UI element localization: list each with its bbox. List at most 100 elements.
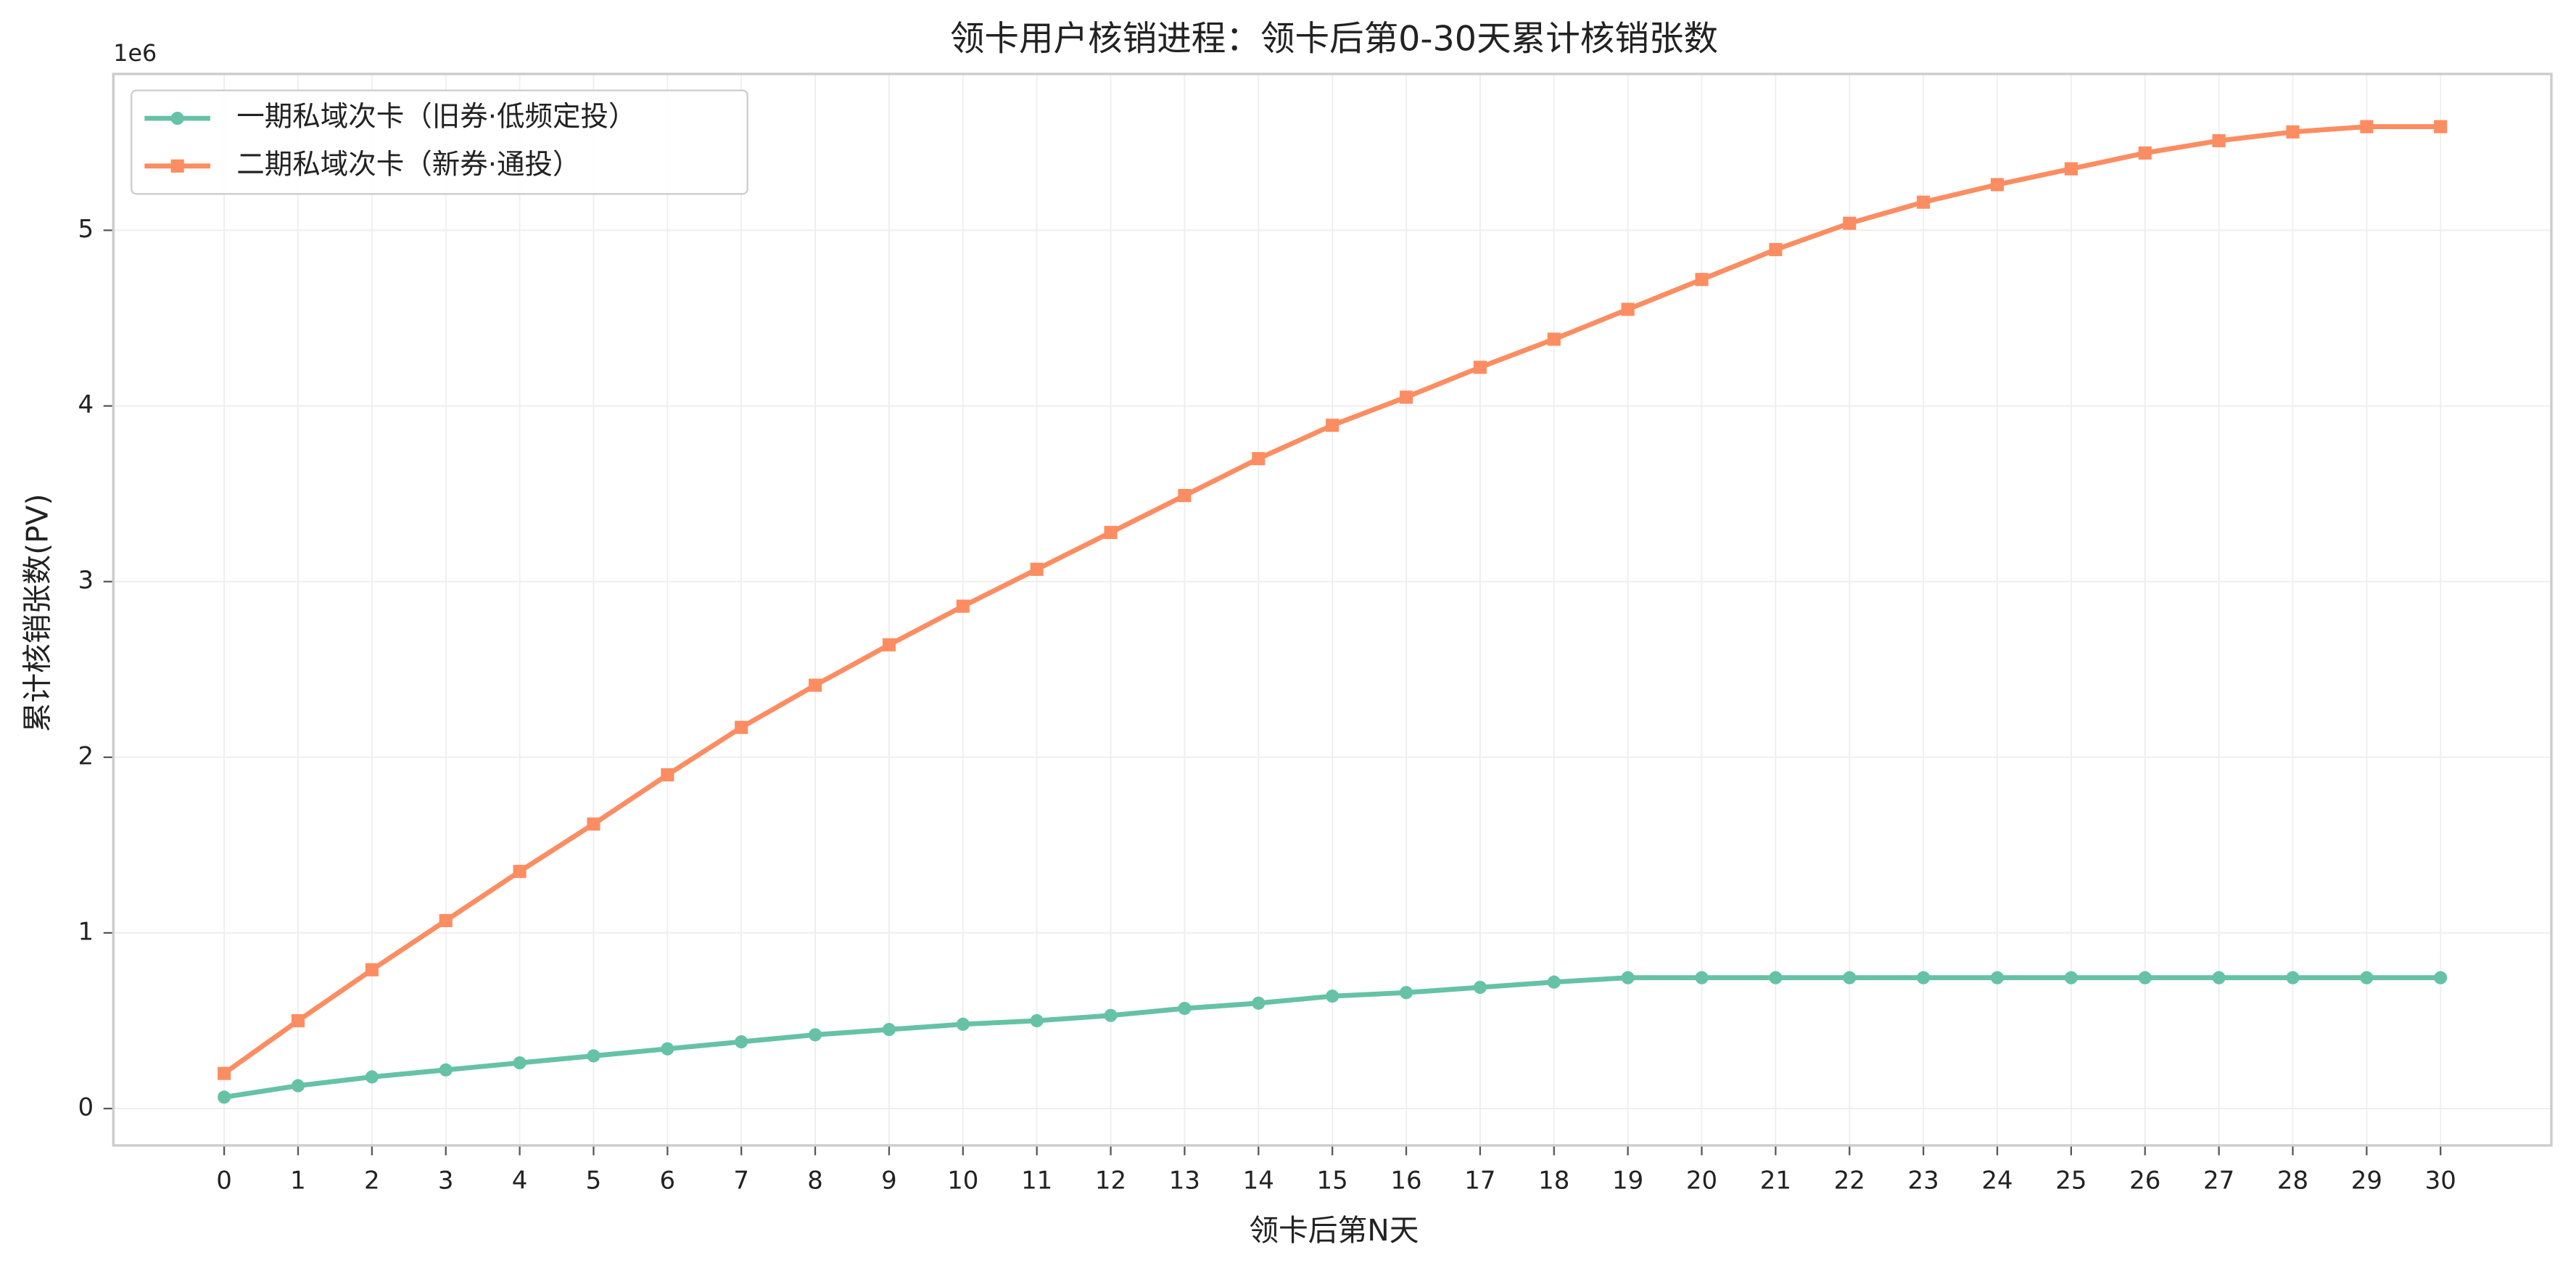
marker [218,1090,231,1104]
legend-box [131,89,748,195]
marker [2138,971,2152,984]
x-tick-label: 17 [1464,1166,1495,1195]
marker [218,1066,231,1080]
x-tick-label: 16 [1390,1166,1421,1195]
x-tick-label: 11 [1021,1166,1052,1195]
marker [1917,195,1931,209]
marker [809,1028,822,1042]
x-tick-label: 21 [1760,1166,1791,1195]
legend-label: 二期私域次卡（新券·通投） [236,148,580,181]
marker [2138,146,2152,160]
marker [882,1023,896,1037]
x-tick-label: 4 [512,1166,528,1195]
y-tick-label: 3 [78,566,94,595]
marker [1621,971,1635,984]
marker [365,963,379,976]
marker [587,1049,600,1063]
x-tick-label: 8 [807,1166,823,1195]
marker [1990,178,2005,192]
x-tick-label: 26 [2129,1166,2160,1195]
x-tick-label: 1 [290,1166,306,1195]
marker [1769,243,1783,257]
marker [1178,1002,1192,1016]
marker [1030,562,1044,576]
legend-marker [170,159,184,173]
x-axis-label: 领卡后第N天 [1249,1213,1419,1248]
marker [1104,1008,1118,1022]
marker [2212,971,2226,984]
marker [513,865,527,879]
marker [587,817,600,831]
marker [1621,303,1635,316]
marker [1843,216,1857,230]
x-tick-label: 13 [1169,1166,1200,1195]
x-tick-label: 24 [1981,1166,2012,1195]
marker [1252,452,1266,466]
y-tick-label: 1 [78,917,94,946]
marker [1769,971,1783,984]
x-tick-label: 10 [947,1166,978,1195]
marker [365,1070,379,1084]
marker [2434,120,2448,133]
marker [2434,971,2448,984]
marker [439,1063,453,1077]
marker [1399,986,1413,1000]
y-offset-label: 1e6 [113,41,157,67]
y-tick-label: 2 [78,741,94,770]
marker [2064,162,2078,176]
marker [1326,419,1339,432]
y-tick-label: 5 [78,215,94,244]
x-tick-label: 15 [1317,1166,1348,1195]
x-tick-label: 27 [2203,1166,2234,1195]
marker [882,638,896,651]
y-axis-label: 累计核销张数(PV) [20,494,54,733]
marker [2212,133,2226,148]
marker [1990,971,2005,984]
x-tick-label: 5 [586,1166,602,1195]
marker [956,1017,970,1031]
x-tick-label: 18 [1538,1166,1569,1195]
marker [291,1013,305,1028]
marker [1473,361,1487,374]
marker [291,1079,305,1093]
x-tick-label: 9 [881,1166,897,1195]
x-tick-label: 12 [1095,1166,1126,1195]
marker [661,768,674,782]
y-tick-label: 0 [78,1093,94,1122]
marker [661,1042,674,1056]
marker [1178,488,1192,503]
x-tick-label: 3 [438,1166,454,1195]
marker [513,1056,527,1070]
x-tick-label: 0 [216,1166,232,1195]
marker [735,720,748,734]
x-tick-label: 19 [1612,1166,1643,1195]
marker [2360,971,2374,984]
x-tick-label: 23 [1908,1166,1939,1195]
marker [1399,390,1413,404]
x-tick-label: 22 [1834,1166,1865,1195]
marker [2064,971,2078,984]
x-tick-label: 6 [660,1166,676,1195]
x-tick-label: 29 [2351,1166,2382,1195]
marker [1547,975,1561,989]
legend-marker [170,112,184,126]
marker [1695,273,1709,287]
marker [956,599,970,613]
marker [1843,971,1857,984]
x-tick-label: 28 [2277,1166,2308,1195]
marker [1917,971,1931,984]
x-tick-label: 2 [364,1166,380,1195]
marker [2360,120,2374,133]
chart-title: 领卡用户核销进程：领卡后第0-30天累计核销张数 [950,20,1718,59]
marker [1547,332,1561,346]
x-tick-label: 30 [2425,1166,2456,1195]
x-tick-label: 7 [733,1166,749,1195]
marker [2286,125,2300,139]
marker [1695,971,1709,984]
x-tick-label: 14 [1243,1166,1274,1195]
marker [809,678,822,692]
y-tick-label: 4 [78,390,94,419]
marker [735,1035,748,1049]
marker [2286,971,2300,984]
